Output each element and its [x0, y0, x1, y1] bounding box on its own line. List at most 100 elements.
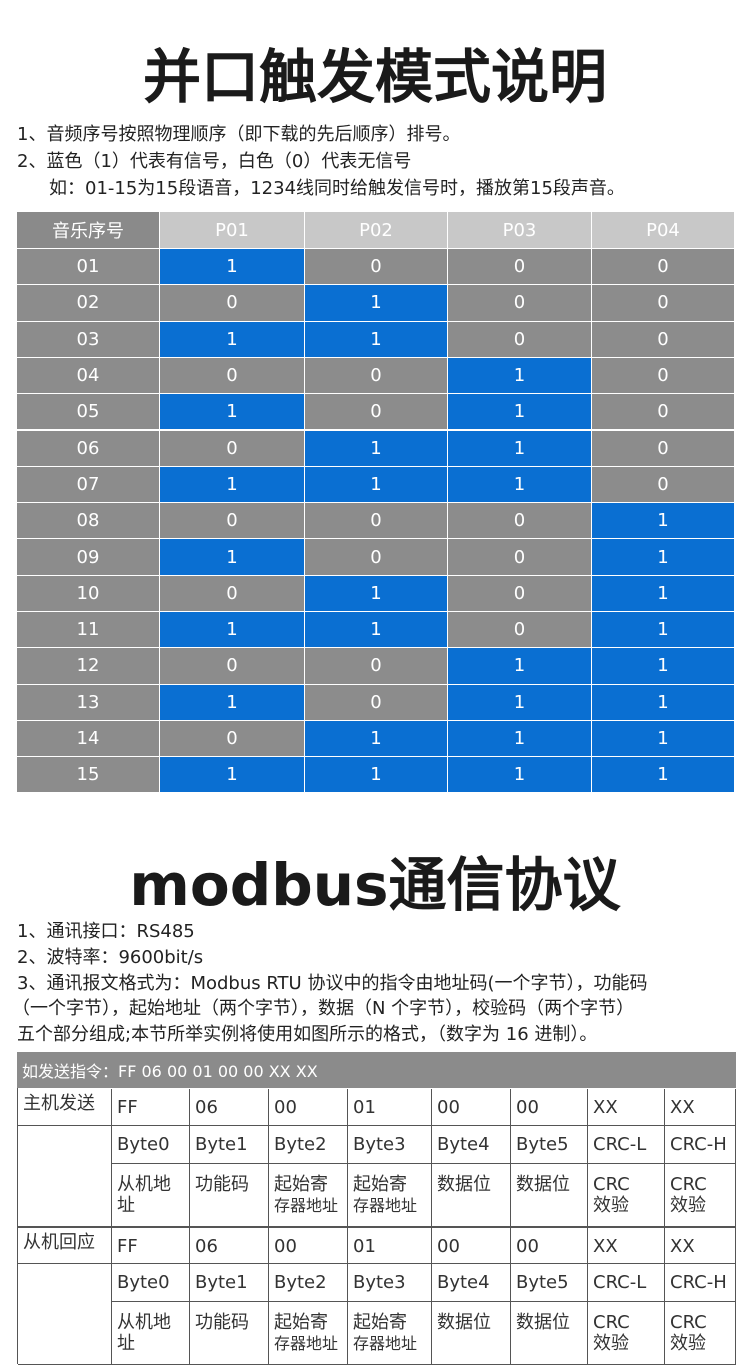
signal-cell: 1	[305, 612, 448, 649]
signal-cell: 1	[305, 720, 448, 758]
signal-cell: 1	[592, 684, 735, 721]
header-cell: P04	[592, 212, 735, 249]
row-label: 08	[17, 503, 160, 540]
value-cell: 00	[432, 1089, 511, 1126]
signal-cell: 1	[160, 466, 305, 504]
signal-cell: 0	[305, 503, 448, 540]
signal-cell: 0	[160, 720, 305, 758]
desc-line: 数据位	[437, 1174, 491, 1195]
desc-cell: CRC 效验	[665, 1164, 736, 1227]
desc-line: CRC	[670, 1174, 707, 1195]
signal-cell: 1	[160, 249, 305, 286]
note: 1、通讯接口：RS485	[17, 921, 195, 942]
value-cell: XX	[588, 1227, 665, 1264]
byte-cell: Byte1	[190, 1126, 269, 1164]
note: 1、音频序号按照物理顺序（即下载的先后顺序）排号。	[17, 124, 461, 145]
value-cell: 00	[432, 1227, 511, 1264]
signal-cell: 1	[448, 720, 592, 758]
signal-cell: 0	[448, 503, 592, 540]
desc-line: 址	[117, 1195, 135, 1216]
signal-cell: 1	[592, 539, 735, 576]
desc-cell: 数据位	[432, 1302, 511, 1365]
byte-cell: Byte3	[348, 1264, 432, 1302]
row-label: 05	[17, 394, 160, 431]
signal-cell: 1	[592, 720, 735, 758]
table-caption: 如发送指令：FF 06 00 01 00 00 XX XX	[17, 1052, 736, 1088]
header-cell: P01	[160, 212, 305, 249]
row-label: 从机回应	[18, 1227, 112, 1264]
signal-cell: 0	[305, 648, 448, 685]
signal-cell: 1	[448, 394, 592, 431]
empty-cell	[18, 1264, 112, 1365]
signal-cell: 0	[305, 684, 448, 721]
signal-cell: 0	[592, 394, 735, 431]
signal-cell: 1	[160, 321, 305, 358]
signal-cell: 0	[305, 394, 448, 431]
signal-cell: 0	[592, 285, 735, 322]
section-title: 并口触发模式说明	[142, 43, 607, 111]
signal-cell: 0	[592, 249, 735, 286]
byte-cell: Byte4	[432, 1126, 511, 1164]
desc-line: 效验	[593, 1195, 629, 1216]
desc-line: 起始寄	[353, 1312, 407, 1333]
desc-cell: CRC 效验	[665, 1302, 736, 1365]
desc-cell: 功能码	[190, 1164, 269, 1227]
byte-cell: Byte5	[511, 1126, 588, 1164]
signal-cell: 1	[448, 466, 592, 504]
desc-cell: 起始寄 存器地址	[269, 1164, 348, 1227]
byte-cell: Byte2	[269, 1264, 348, 1302]
signal-cell: 1	[305, 430, 448, 467]
signal-cell: 0	[305, 539, 448, 576]
desc-cell: 功能码	[190, 1302, 269, 1365]
signal-cell: 0	[305, 357, 448, 395]
note: 2、蓝色（1）代表有信号，白色（0）代表无信号	[17, 151, 412, 172]
value-cell: 01	[348, 1227, 432, 1264]
byte-cell: Byte1	[190, 1264, 269, 1302]
signal-cell: 1	[448, 757, 592, 794]
value-cell: 00	[269, 1089, 348, 1126]
byte-cell: Byte0	[112, 1264, 190, 1302]
signal-cell: 1	[305, 757, 448, 794]
row-label: 10	[17, 575, 160, 612]
note: 3、通讯报文格式为：Modbus RTU 协议中的指令由地址码(一个字节），功能…	[17, 973, 648, 994]
desc-cell: 起始寄 存器地址	[269, 1302, 348, 1365]
signal-cell: 1	[305, 575, 448, 612]
desc-line: 效验	[593, 1333, 629, 1354]
signal-cell: 0	[448, 249, 592, 286]
signal-cell: 1	[160, 757, 305, 794]
byte-cell: Byte2	[269, 1126, 348, 1164]
desc-line: 数据位	[516, 1174, 570, 1195]
desc-cell: 起始寄 存器地址	[348, 1164, 432, 1227]
value-cell: XX	[665, 1227, 736, 1264]
value-cell: 06	[190, 1227, 269, 1264]
desc-line: 功能码	[195, 1312, 249, 1333]
byte-cell: CRC-L	[588, 1126, 665, 1164]
desc-cell: 数据位	[432, 1164, 511, 1227]
header-cell: P03	[448, 212, 592, 249]
desc-line: 存器地址	[353, 1334, 418, 1353]
desc-cell: 数据位	[511, 1302, 588, 1365]
signal-cell: 0	[160, 285, 305, 322]
value-cell: XX	[665, 1089, 736, 1126]
desc-line: 存器地址	[353, 1196, 418, 1215]
row-label: 13	[17, 684, 160, 721]
byte-cell: Byte5	[511, 1264, 588, 1302]
header-cell: 音乐序号	[17, 212, 160, 249]
desc-line: 效验	[670, 1333, 706, 1354]
signal-cell: 0	[448, 539, 592, 576]
signal-cell: 1	[592, 648, 735, 685]
desc-cell: 数据位	[511, 1164, 588, 1227]
desc-cell: 起始寄 存器地址	[348, 1302, 432, 1365]
byte-cell: CRC-H	[665, 1126, 736, 1164]
row-label: 14	[17, 720, 160, 758]
desc-line: 功能码	[195, 1174, 249, 1195]
value-cell: 01	[348, 1089, 432, 1126]
modbus-table: 如发送指令：FF 06 00 01 00 00 XX XX 主机发送 FF 06 00 0…	[17, 1052, 736, 1365]
header-cell: P02	[305, 212, 448, 249]
desc-cell: 从机地址	[112, 1164, 190, 1227]
desc-line: 存器地址	[274, 1334, 339, 1353]
desc-line: 从机地	[117, 1174, 171, 1195]
signal-cell: 1	[160, 684, 305, 721]
row-label: 06	[17, 430, 160, 467]
